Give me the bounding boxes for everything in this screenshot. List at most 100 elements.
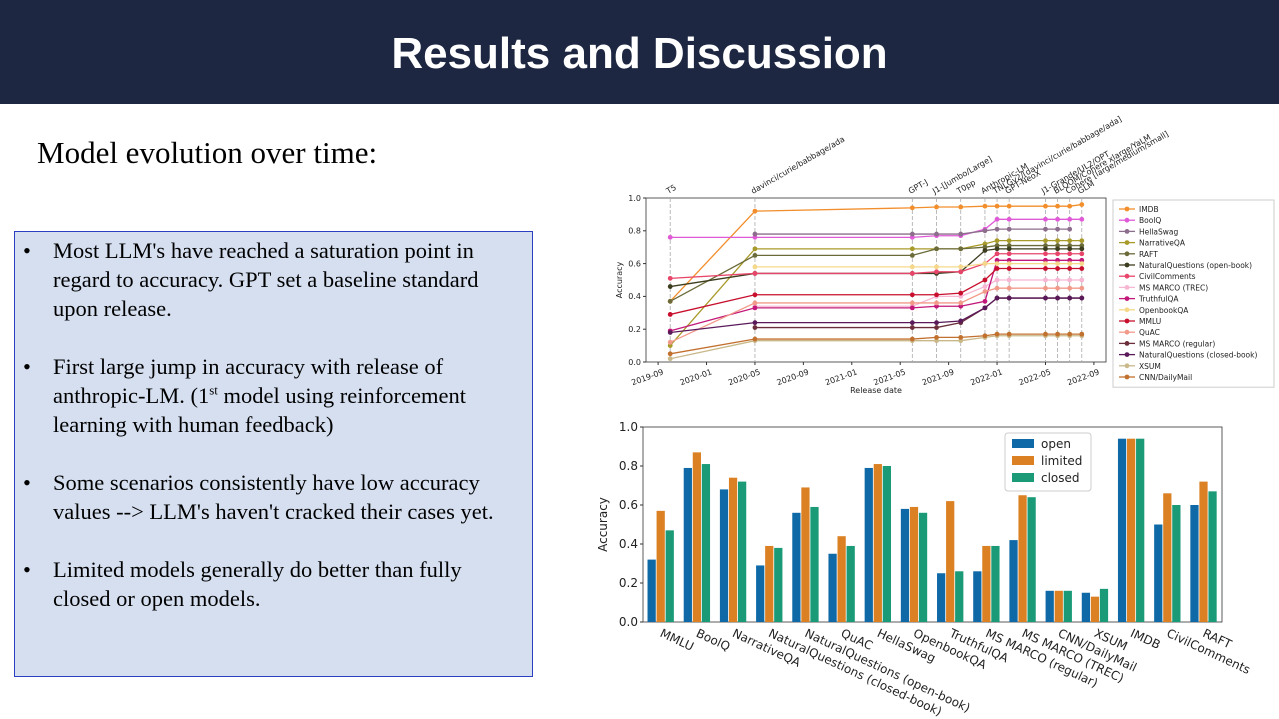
point xyxy=(1067,266,1073,271)
legend-label: OpenbookQA xyxy=(1139,306,1189,315)
bar xyxy=(1190,505,1199,622)
point xyxy=(909,205,915,211)
point xyxy=(1055,246,1060,252)
legend-marker xyxy=(1124,363,1130,369)
legend-marker xyxy=(1124,217,1130,223)
x-tick-label: 2020-01 xyxy=(679,367,713,387)
point xyxy=(1006,277,1012,283)
bar xyxy=(1199,481,1208,622)
point xyxy=(1006,251,1012,257)
bar xyxy=(828,553,837,622)
bar xyxy=(846,545,855,622)
bullet: Most LLM's have reached a saturation poi… xyxy=(23,236,522,323)
point xyxy=(752,234,758,240)
point xyxy=(934,292,939,298)
plot-frame xyxy=(642,426,1223,623)
point xyxy=(752,325,758,330)
point xyxy=(934,269,939,275)
bar xyxy=(1054,590,1063,622)
point xyxy=(752,305,758,311)
bullet-text: First large jump in accuracy with releas… xyxy=(53,354,444,408)
bar xyxy=(1163,493,1172,622)
x-tick-label: 2022-01 xyxy=(969,367,1003,387)
point xyxy=(1079,261,1085,266)
bullet-text: Limited models generally do better than … xyxy=(53,557,462,611)
point xyxy=(958,246,964,252)
point xyxy=(982,241,988,247)
point xyxy=(909,325,915,330)
legend-label: QuAC xyxy=(1139,328,1160,337)
point xyxy=(958,335,964,340)
y-tick-label: 0.4 xyxy=(628,292,641,301)
legend-marker xyxy=(1124,296,1130,301)
bullet-text: Most LLM's have reached a saturation poi… xyxy=(53,238,479,321)
point xyxy=(994,266,1000,271)
point xyxy=(1055,216,1060,222)
point xyxy=(1043,203,1048,209)
legend-label: NarrativeQA xyxy=(1139,239,1186,248)
point xyxy=(982,244,988,250)
bar xyxy=(973,571,982,622)
x-tick-label: 2020-09 xyxy=(776,367,810,387)
point xyxy=(982,289,988,294)
legend-label: NaturalQuestions (closed-book) xyxy=(1139,351,1257,360)
superscript: st xyxy=(209,382,218,398)
x-tick-label: MMLU xyxy=(658,626,696,654)
point xyxy=(934,264,939,270)
point xyxy=(1043,251,1048,257)
point xyxy=(982,298,988,304)
point xyxy=(752,336,758,342)
point xyxy=(1079,238,1085,244)
point xyxy=(1043,266,1048,271)
point xyxy=(1043,216,1048,222)
bar xyxy=(937,573,946,622)
point xyxy=(1043,331,1048,337)
y-tick-label: 0.8 xyxy=(628,227,641,236)
point xyxy=(909,300,915,306)
series-line xyxy=(669,239,1082,347)
point xyxy=(1043,295,1048,301)
point xyxy=(667,284,673,289)
point xyxy=(1055,331,1060,337)
legend-marker xyxy=(1124,307,1130,313)
legend-label: MMLU xyxy=(1139,317,1161,326)
bar xyxy=(665,530,674,622)
point xyxy=(982,203,988,209)
legend-marker xyxy=(1124,352,1130,357)
bullet-text: Some scenarios consistently have low acc… xyxy=(53,470,494,524)
point xyxy=(1055,266,1060,271)
point xyxy=(1067,277,1073,283)
subtitle: Model evolution over time: xyxy=(37,135,378,170)
point xyxy=(982,333,988,339)
point xyxy=(1055,251,1060,257)
release-label: GPT-J xyxy=(907,178,930,196)
point xyxy=(1043,238,1048,244)
legend-label: CNN/DailyMail xyxy=(1139,373,1192,382)
point xyxy=(934,300,939,306)
bar xyxy=(683,467,692,622)
point xyxy=(909,336,915,342)
point xyxy=(1055,257,1060,263)
bar xyxy=(1208,491,1217,622)
point xyxy=(752,271,758,276)
y-tick-label: 0.2 xyxy=(619,576,638,590)
point xyxy=(1079,285,1085,291)
point xyxy=(1067,246,1073,252)
point xyxy=(1006,226,1012,232)
point xyxy=(667,234,673,240)
y-tick-label: 0.8 xyxy=(619,459,638,473)
point xyxy=(1043,257,1048,263)
point xyxy=(934,246,939,252)
point xyxy=(1006,257,1012,263)
bar xyxy=(647,559,656,622)
bar xyxy=(774,547,783,622)
point xyxy=(982,277,988,283)
point xyxy=(1079,295,1085,301)
point xyxy=(994,331,1000,337)
point xyxy=(934,338,939,344)
point xyxy=(667,312,673,317)
point xyxy=(1043,277,1048,283)
bar xyxy=(900,508,910,622)
point xyxy=(1079,202,1085,207)
point xyxy=(909,231,915,237)
